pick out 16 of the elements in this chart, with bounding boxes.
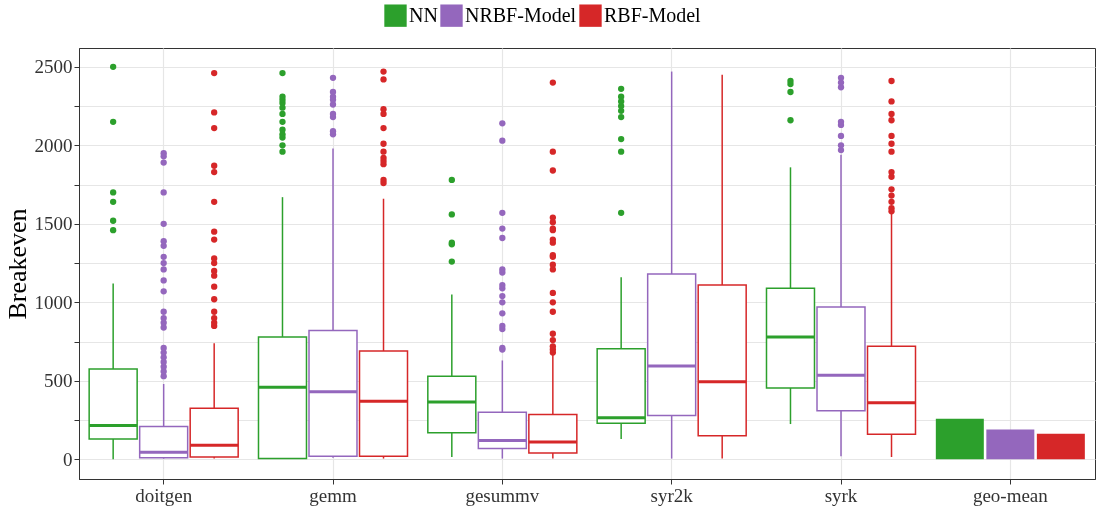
x-tick-label: gesummv [465, 484, 540, 506]
x-tick-label: gemm [309, 484, 357, 506]
x-tick-label: geo-mean [972, 484, 1049, 506]
legend-label: NRBF-Model [465, 3, 577, 26]
legend-label: NN [409, 3, 438, 26]
y-tick-label: 1000 [34, 291, 73, 313]
x-tick-label: syr2k [650, 484, 694, 506]
y-tick-label: 2000 [34, 134, 73, 156]
y-axis-title: Breakeven [2, 208, 32, 320]
x-tick-label: doitgen [135, 484, 193, 506]
y-tick-label: 1500 [34, 213, 73, 235]
y-tick-label: 0 [63, 448, 73, 470]
legend-label: RBF-Model [604, 3, 702, 26]
y-tick-label: 500 [44, 370, 73, 392]
x-tick-label: syrk [824, 484, 858, 506]
y-tick-label: 2500 [34, 56, 73, 78]
